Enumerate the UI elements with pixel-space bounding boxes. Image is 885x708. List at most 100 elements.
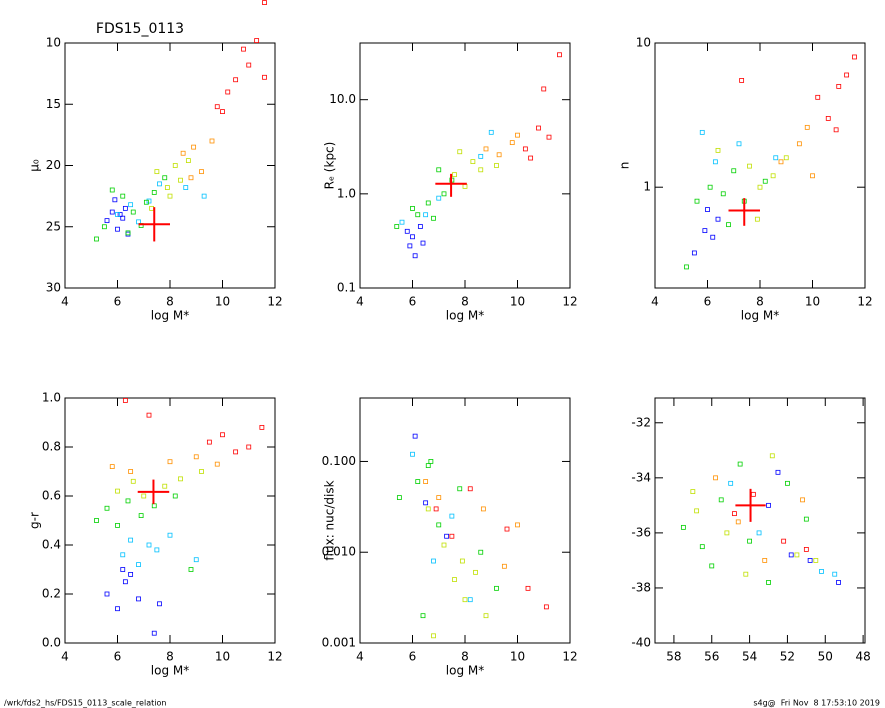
point	[431, 633, 436, 639]
y-tick-label: 1.0	[42, 391, 61, 405]
y-axis-label: n	[618, 162, 632, 170]
x-tick-label: 12	[267, 295, 282, 309]
point	[115, 212, 120, 217]
point	[541, 86, 547, 92]
point	[731, 168, 737, 174]
point	[470, 159, 476, 165]
point	[728, 480, 734, 486]
point	[496, 152, 502, 158]
point	[115, 488, 120, 494]
point	[804, 124, 810, 130]
point	[109, 464, 115, 470]
point	[206, 439, 212, 445]
x-tick-label: 4	[651, 295, 659, 309]
x-tick-label: 4	[356, 650, 364, 664]
point	[757, 184, 763, 190]
point	[747, 538, 752, 544]
point	[715, 216, 721, 222]
point	[396, 495, 402, 500]
point	[452, 577, 457, 582]
point	[783, 155, 789, 161]
point	[420, 240, 426, 246]
point	[743, 571, 749, 577]
point	[483, 613, 489, 619]
point	[122, 579, 128, 585]
point	[146, 542, 152, 548]
x-tick-label: 10	[510, 650, 525, 664]
point	[214, 461, 220, 467]
point	[104, 218, 110, 224]
point	[724, 530, 730, 536]
y-tick-label: 0.100	[322, 454, 356, 468]
point	[709, 563, 715, 569]
point	[120, 552, 126, 558]
point	[201, 193, 207, 199]
point	[410, 451, 415, 457]
point	[162, 483, 168, 489]
y-tick-label: 0.010	[322, 545, 356, 559]
point	[415, 479, 421, 484]
x-tick-label: 48	[855, 650, 870, 664]
chart-title: FDS15_0113	[96, 21, 184, 37]
x-tick-label: 12	[562, 295, 577, 309]
point	[220, 432, 225, 438]
point	[557, 52, 562, 58]
point	[94, 236, 99, 242]
x-tick-label: 4	[61, 650, 69, 664]
point	[794, 552, 800, 558]
point	[254, 38, 260, 43]
point	[431, 558, 436, 564]
y-tick-label: 10	[46, 36, 61, 50]
point	[164, 185, 170, 190]
point	[120, 193, 126, 199]
point	[115, 226, 120, 232]
point	[715, 147, 721, 153]
point	[209, 138, 215, 144]
point	[162, 175, 168, 181]
point	[449, 533, 455, 539]
point	[833, 127, 839, 133]
x-axis-label: log M*	[151, 664, 189, 678]
point	[515, 132, 520, 138]
point	[452, 172, 457, 178]
point	[694, 508, 700, 514]
point	[736, 141, 742, 147]
y-axis-label: Rₑ (kpc)	[323, 142, 337, 190]
point	[690, 489, 696, 494]
point	[410, 206, 415, 211]
x-tick-label: 58	[666, 650, 681, 664]
x-axis-label: log M*	[741, 309, 779, 323]
x-tick-label: 6	[409, 650, 417, 664]
point	[691, 250, 697, 256]
x-tick-label: 12	[857, 295, 872, 309]
point	[504, 526, 510, 532]
point	[112, 197, 118, 203]
point	[800, 497, 805, 503]
x-tick-label: 6	[114, 295, 122, 309]
y-tick-label: 15	[46, 97, 61, 111]
point	[130, 478, 136, 484]
point	[104, 591, 110, 597]
y-tick-label: 1	[643, 180, 651, 194]
point	[109, 209, 115, 215]
point	[425, 506, 431, 512]
point	[183, 185, 189, 190]
point	[735, 519, 741, 525]
y-axis-label: g-r	[28, 512, 42, 529]
point	[122, 398, 128, 403]
point	[444, 533, 450, 539]
point	[412, 433, 418, 439]
point	[478, 167, 484, 173]
point	[515, 522, 520, 528]
point	[122, 205, 128, 211]
point	[128, 202, 134, 208]
point	[844, 72, 850, 78]
point	[713, 475, 718, 481]
point	[120, 215, 126, 221]
point	[399, 219, 405, 225]
point	[94, 518, 99, 523]
point	[143, 199, 149, 205]
point	[543, 604, 549, 610]
point	[699, 129, 705, 135]
point	[720, 191, 726, 197]
